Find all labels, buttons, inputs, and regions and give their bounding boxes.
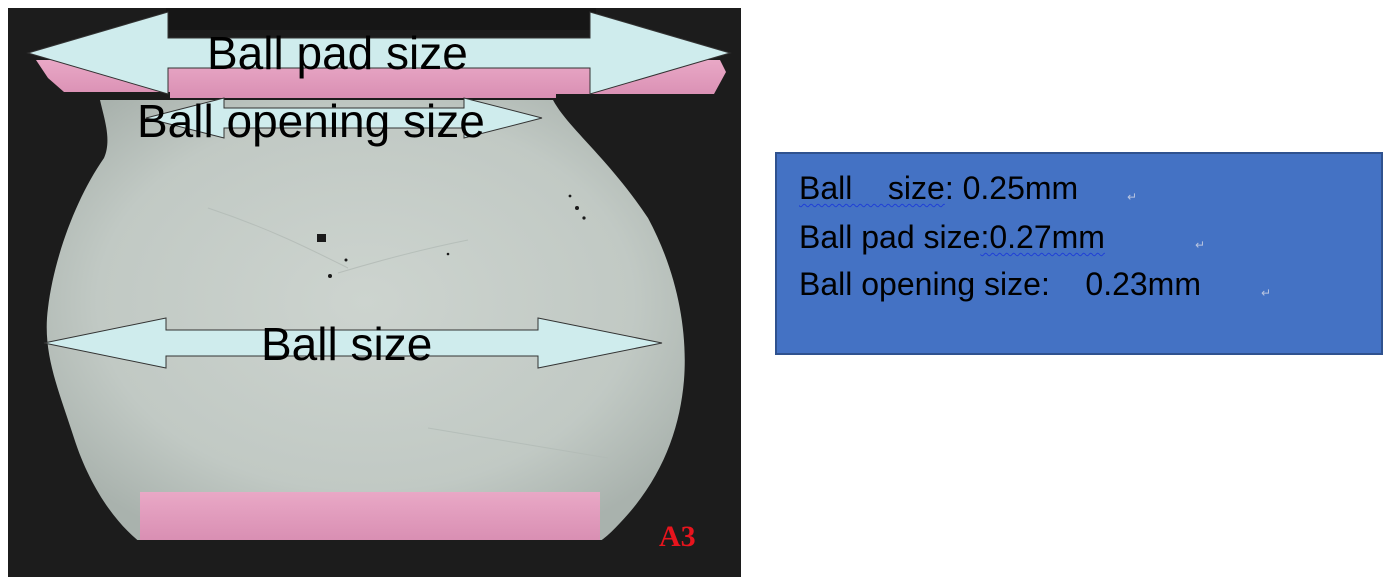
paragraph-mark-icon: ↵ bbox=[1127, 190, 1138, 204]
surface-scratches bbox=[207, 207, 609, 459]
spec-value: : 0.25mm bbox=[944, 170, 1079, 206]
solder-ball bbox=[46, 100, 685, 548]
spec-line-ball-opening-size: Ball opening size: 0.23mm bbox=[799, 268, 1201, 300]
ball-opening-size-label: Ball opening size bbox=[137, 95, 485, 147]
spec-label: Ball size bbox=[799, 170, 945, 206]
cross-section-micrograph bbox=[8, 8, 741, 577]
spec-line-ball-pad-size: Ball pad size:0.27mm bbox=[799, 221, 1105, 253]
paragraph-mark-icon: ↵ bbox=[1261, 286, 1272, 300]
spec-value: : 0.23mm bbox=[1040, 266, 1201, 302]
spec-line-ball-size: Ball size: 0.25mm bbox=[799, 172, 1078, 204]
ball-size-label: Ball size bbox=[261, 318, 433, 370]
ball-pad-arrow bbox=[26, 11, 732, 95]
spec-box: Ball size: 0.25mm Ball pad size:0.27mm B… bbox=[775, 152, 1383, 355]
spec-label: Ball opening size bbox=[799, 266, 1041, 302]
ball-pad-size-label: Ball pad size bbox=[207, 27, 468, 79]
sample-id-label: A3 bbox=[659, 520, 696, 553]
top-pad-plate bbox=[166, 8, 596, 30]
top-pad bbox=[36, 60, 726, 98]
spec-label: Ball pad size bbox=[799, 219, 981, 255]
ball-size-arrow bbox=[43, 317, 663, 369]
spec-value: :0.27mm bbox=[980, 219, 1105, 255]
ball-opening-arrow bbox=[145, 97, 543, 139]
paragraph-mark-icon: ↵ bbox=[1195, 238, 1206, 252]
bottom-substrate bbox=[126, 540, 618, 577]
bottom-pad bbox=[140, 492, 600, 540]
